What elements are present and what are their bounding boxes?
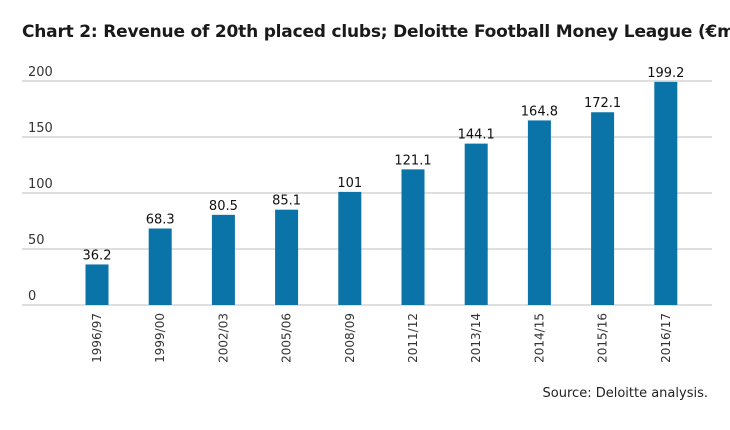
bar — [654, 81, 678, 306]
data-label: 85.1 — [272, 194, 301, 209]
bar — [591, 112, 615, 305]
x-tick-label: 2002/03 — [216, 313, 230, 363]
y-axis-ticks: 0 50 100 150 200 — [28, 65, 53, 304]
data-label: 164.8 — [521, 104, 558, 119]
data-labels: 36.2 68.3 80.5 85.1 101 121.1 144.1 164.8 172.1 1… — [83, 66, 685, 264]
y-tick-label: 200 — [28, 65, 53, 80]
data-label: 144.1 — [458, 128, 495, 143]
data-label: 172.1 — [584, 96, 621, 111]
bar — [527, 120, 551, 305]
data-label: 199.2 — [647, 66, 684, 81]
x-tick-label: 2013/14 — [469, 313, 483, 363]
data-label: 121.1 — [394, 153, 431, 168]
bar — [211, 214, 235, 305]
x-tick-label: 1999/00 — [153, 313, 167, 363]
x-tick-label: 1996/97 — [90, 313, 104, 363]
y-tick-label: 100 — [28, 177, 53, 192]
y-tick-label: 0 — [28, 289, 36, 304]
bar — [148, 228, 172, 305]
bar — [85, 264, 109, 305]
bar — [338, 191, 362, 305]
chart-title: Chart 2: Revenue of 20th placed clubs; D… — [22, 22, 730, 42]
x-tick-label: 2014/15 — [532, 313, 546, 363]
x-tick-label: 2005/06 — [280, 313, 294, 363]
bar — [464, 143, 488, 305]
x-tick-label: 2016/17 — [659, 313, 673, 363]
x-tick-label: 2015/16 — [596, 313, 610, 363]
bars — [85, 81, 678, 306]
data-label: 101 — [337, 176, 362, 191]
bar — [275, 209, 299, 305]
source-note: Source: Deloitte analysis. — [542, 386, 708, 401]
data-label: 36.2 — [83, 248, 112, 263]
data-label: 68.3 — [146, 213, 175, 228]
bar — [401, 169, 425, 305]
y-tick-label: 50 — [28, 233, 45, 248]
x-axis-ticks: 1996/97 1999/00 2002/03 2005/06 2008/09 2011/… — [90, 313, 673, 363]
y-tick-label: 150 — [28, 121, 53, 136]
data-label: 80.5 — [209, 199, 238, 214]
x-tick-label: 2008/09 — [343, 313, 357, 363]
x-tick-label: 2011/12 — [406, 313, 420, 363]
